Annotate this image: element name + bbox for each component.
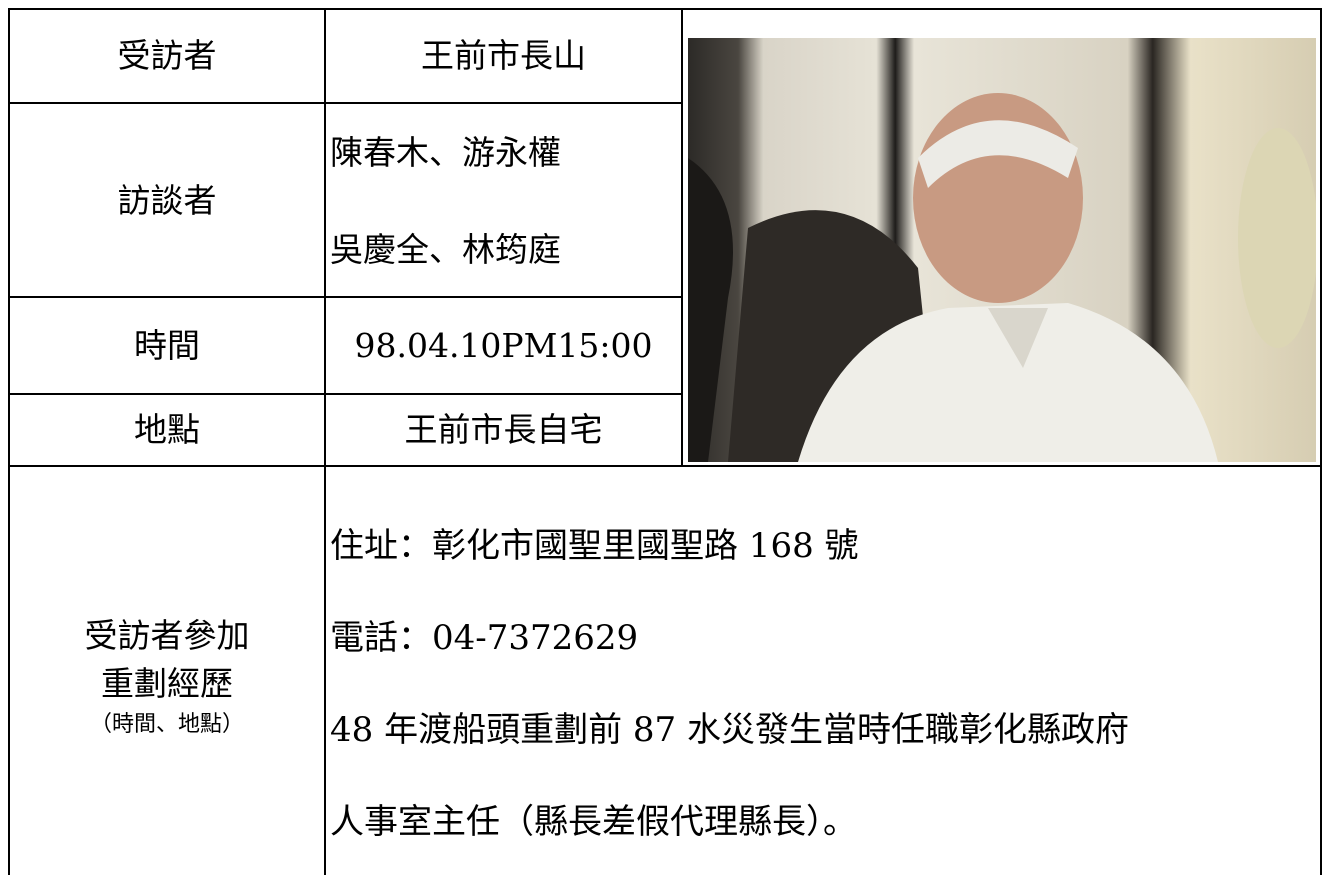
border — [8, 393, 683, 395]
row-value: 電話：04-7372629 — [330, 618, 639, 658]
row-label: 地點 — [134, 410, 200, 449]
border — [324, 8, 326, 875]
row-label: 訪談者 — [117, 180, 217, 220]
border — [8, 8, 10, 875]
row-label: 受訪者 — [117, 36, 217, 75]
row-value: 王前市長山 — [421, 36, 586, 75]
border — [8, 465, 1322, 467]
row-value: 吳慶全、林筠庭 — [330, 230, 561, 269]
border — [8, 102, 683, 104]
row-value: 人事室主任（縣長差假代理縣長）。 — [330, 802, 857, 842]
row-label: 重劃經歷 — [101, 664, 233, 703]
border — [8, 296, 683, 298]
row-value: 48 年渡船頭重劃前 87 水災發生當時任職彰化縣政府 — [330, 710, 1129, 750]
row-label: 受訪者參加 — [84, 616, 250, 655]
row-value: 住址：彰化市國聖里國聖路 168 號 — [330, 526, 859, 566]
row-label: 時間 — [134, 325, 200, 365]
border — [1320, 8, 1322, 875]
row-note: （時間、地點） — [89, 712, 244, 737]
row-value: 陳春木、游永權 — [330, 133, 561, 172]
border — [681, 8, 683, 467]
row-value: 98.04.10PM15:00 — [354, 325, 653, 365]
row-value: 王前市長自宅 — [404, 410, 603, 449]
photo-drawing — [688, 93, 1316, 462]
interviewee-photo — [688, 38, 1316, 462]
border — [8, 8, 1322, 10]
